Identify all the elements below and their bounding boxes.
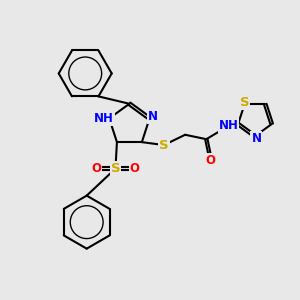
Text: N: N (148, 110, 158, 123)
Text: S: S (240, 96, 249, 109)
Text: NH: NH (94, 112, 114, 125)
Text: N: N (251, 132, 261, 145)
Text: NH: NH (218, 119, 239, 132)
Text: O: O (206, 154, 216, 167)
Text: O: O (91, 162, 101, 175)
Text: O: O (130, 162, 140, 175)
Text: S: S (111, 162, 120, 175)
Text: S: S (159, 139, 169, 152)
